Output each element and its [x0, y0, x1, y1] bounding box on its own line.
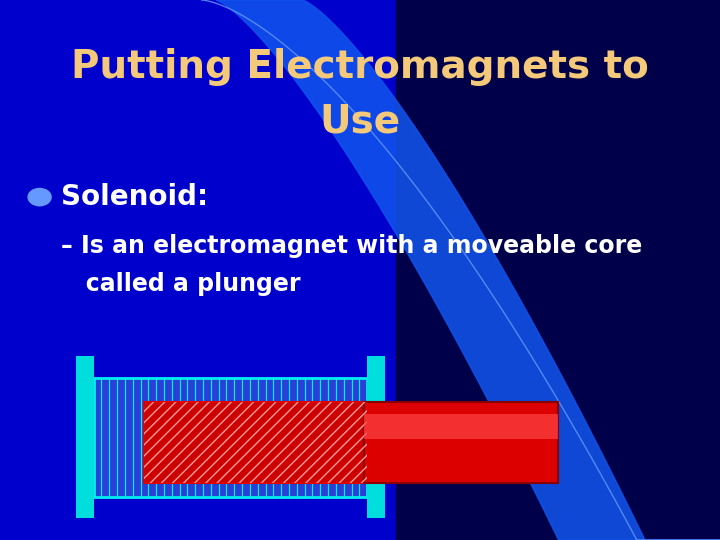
Bar [144, 402, 367, 483]
Bar [364, 402, 558, 483]
Bar [367, 356, 385, 518]
Circle shape [28, 188, 51, 206]
Text: – Is an electromagnet with a moveable core: – Is an electromagnet with a moveable co… [61, 234, 642, 258]
Text: Use: Use [320, 103, 400, 140]
Bar [396, 0, 720, 540]
Text: Putting Electromagnets to: Putting Electromagnets to [71, 49, 649, 86]
Bar [94, 378, 367, 497]
Bar [364, 415, 558, 438]
Bar [76, 356, 94, 518]
Text: called a plunger: called a plunger [61, 272, 301, 295]
Bar [144, 402, 367, 483]
Polygon shape [216, 0, 720, 540]
Bar [94, 378, 367, 497]
Text: Solenoid:: Solenoid: [61, 183, 208, 211]
